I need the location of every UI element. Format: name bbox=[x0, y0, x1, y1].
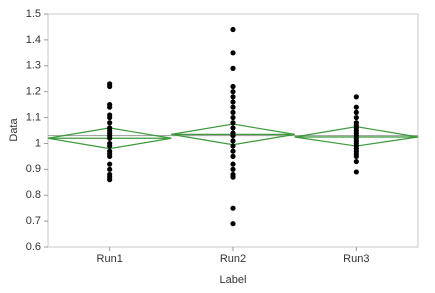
point bbox=[230, 221, 236, 227]
point bbox=[107, 120, 113, 126]
point bbox=[230, 153, 236, 159]
x-axis-label: Label bbox=[220, 274, 247, 286]
y-tick-label: 1.2 bbox=[26, 86, 41, 98]
point bbox=[230, 148, 236, 154]
point bbox=[353, 169, 359, 175]
y-tick-label: 1 bbox=[35, 137, 41, 149]
point bbox=[107, 83, 113, 90]
y-tick-label: 1.5 bbox=[26, 8, 41, 20]
point bbox=[353, 109, 359, 115]
point bbox=[230, 120, 236, 126]
point bbox=[107, 135, 113, 141]
point bbox=[230, 138, 236, 144]
point bbox=[107, 161, 113, 167]
point bbox=[107, 143, 113, 149]
point bbox=[353, 153, 359, 159]
point bbox=[230, 94, 236, 100]
y-tick-label: 0.6 bbox=[26, 241, 41, 253]
point bbox=[353, 158, 359, 165]
point bbox=[230, 133, 236, 139]
point bbox=[230, 109, 236, 115]
point bbox=[230, 83, 236, 90]
point bbox=[230, 89, 236, 95]
x-tick-label: Run2 bbox=[220, 253, 246, 265]
x-tick-label: Run3 bbox=[343, 253, 369, 265]
point bbox=[230, 205, 236, 211]
point bbox=[230, 26, 236, 33]
y-tick-label: 0.9 bbox=[26, 163, 41, 175]
point bbox=[230, 99, 236, 105]
x-tick-label: Run1 bbox=[97, 253, 123, 265]
point bbox=[107, 166, 113, 172]
point bbox=[230, 104, 236, 110]
point bbox=[107, 153, 113, 159]
point bbox=[230, 161, 236, 167]
point bbox=[353, 114, 359, 121]
y-tick-label: 1.4 bbox=[26, 34, 41, 46]
y-tick-label: 1.1 bbox=[26, 111, 41, 123]
y-tick-label: 0.8 bbox=[26, 189, 41, 201]
point bbox=[107, 114, 113, 121]
point bbox=[230, 174, 236, 180]
point bbox=[230, 114, 236, 121]
point bbox=[230, 65, 236, 71]
point bbox=[107, 104, 113, 110]
point bbox=[230, 166, 236, 172]
point bbox=[353, 104, 359, 110]
point bbox=[230, 143, 236, 149]
point bbox=[107, 177, 113, 183]
point bbox=[353, 94, 359, 100]
y-tick-label: 1.3 bbox=[26, 60, 41, 72]
y-axis-label: Data bbox=[8, 118, 20, 142]
point bbox=[230, 50, 236, 56]
y-tick-label: 0.7 bbox=[26, 215, 41, 227]
point bbox=[230, 125, 236, 131]
means-diamond bbox=[171, 123, 295, 146]
